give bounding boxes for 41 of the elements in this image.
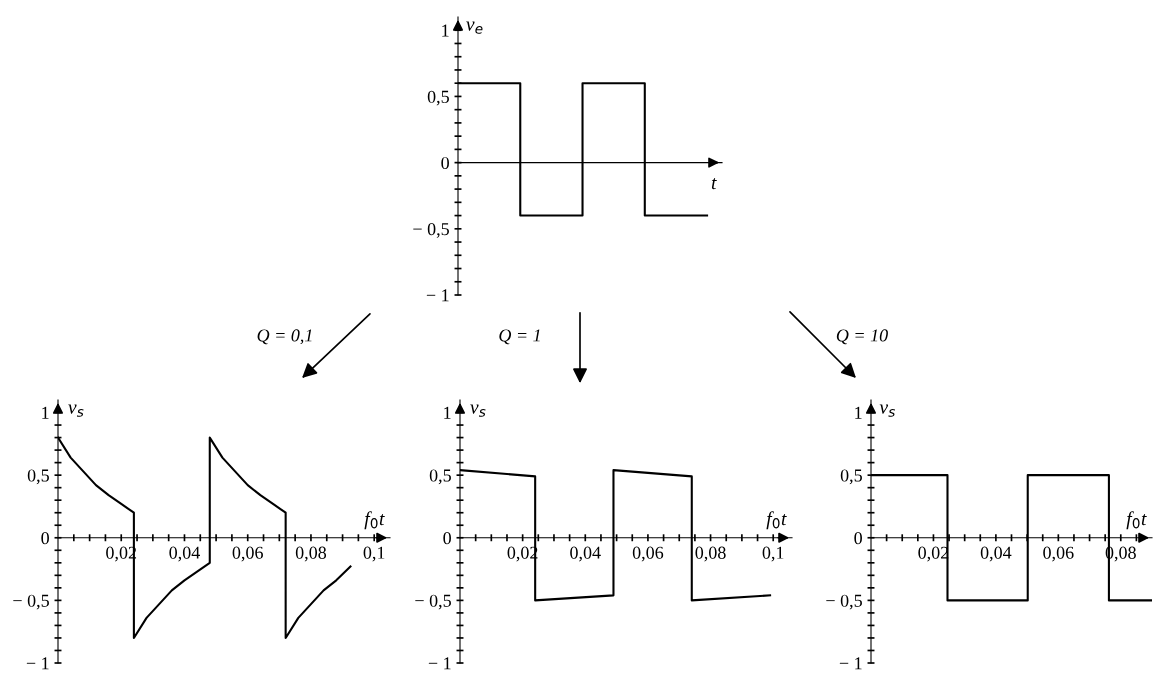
y-tick-label: − 0,5 — [413, 223, 449, 238]
y-axis-title: v$_{s}$ — [68, 404, 84, 417]
y-tick-label: 0 — [441, 156, 449, 170]
x-tick-label: 0,08 — [295, 546, 327, 562]
y-axis-title: v$_{s}$ — [470, 404, 486, 417]
y-tick-label: 0,5 — [429, 469, 451, 485]
x-tick-label: 0,08 — [695, 546, 726, 562]
x-tick-label: 0,06 — [1043, 546, 1074, 562]
text: Q = 10 — [836, 329, 888, 345]
y-tick-label: 1 — [444, 406, 451, 419]
x-tick-label: 0,04 — [570, 546, 601, 562]
y-tick-label: − 1 — [428, 657, 451, 670]
y-tick-label: 1 — [442, 24, 449, 37]
y-tick-label: 0 — [854, 532, 862, 545]
x-tick-label: 0,06 — [232, 546, 263, 562]
x-tick-label: 0,1 — [363, 546, 385, 562]
x-axis-title: t — [711, 178, 717, 190]
x-tick-label: 0,04 — [980, 546, 1012, 562]
text: Q = 0,1 — [257, 329, 312, 345]
y-axis-title: v$_{s}$ — [879, 404, 896, 417]
y-tick-label: − 1 — [839, 657, 862, 670]
y-tick-label: − 1 — [26, 657, 49, 670]
x-axis-title: f$_{0}$t — [1126, 511, 1147, 530]
y-tick-label: − 0,5 — [415, 594, 451, 610]
y-tick-label: 0,5 — [27, 469, 49, 485]
y-tick-label: − 0,5 — [826, 594, 862, 610]
y-tick-label: 0 — [443, 532, 451, 545]
y-tick-label: 1 — [42, 406, 49, 419]
x-tick-label: 0,06 — [632, 546, 664, 562]
x-tick-label: 0,1 — [762, 546, 784, 562]
x-axis-title: f$_{0}$t — [766, 511, 787, 530]
y-axis-title: v$_{e}$ — [466, 21, 483, 34]
y-tick-label: 0,5 — [427, 90, 449, 106]
text: Q = 1 — [499, 329, 540, 345]
y-tick-label: − 0,5 — [13, 594, 49, 610]
y-tick-label: − 1 — [426, 289, 449, 302]
y-tick-label: 0 — [41, 532, 49, 545]
x-tick-label: 0,04 — [169, 546, 200, 562]
y-tick-label: 0,5 — [840, 469, 862, 485]
x-axis-title: f$_{0}$t — [364, 511, 385, 530]
y-tick-label: 1 — [855, 406, 862, 419]
